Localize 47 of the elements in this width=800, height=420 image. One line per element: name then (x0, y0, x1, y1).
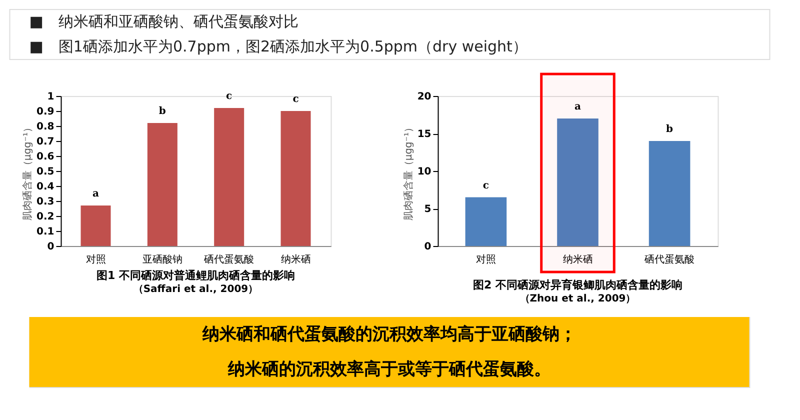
y-tick-label: 10 (417, 166, 432, 178)
y-tick-label: 0.7 (36, 136, 54, 148)
text: ■ 图1硒添加水平为0.7ppm，图2硒添加水平为0.5ppm（dry weight） (29, 38, 528, 56)
x-tick-label: 纳米硒 (280, 254, 311, 266)
bar (465, 197, 507, 246)
text: 图2 不同硒源对异育银鲫肌肉硒含量的影响 (473, 278, 682, 292)
annotation: a (92, 188, 100, 200)
bar (147, 123, 178, 246)
bar (280, 111, 311, 246)
y-tick-label: 0.1 (36, 226, 54, 238)
x-tick-label: 对照 (86, 254, 106, 266)
text: 图1 不同硒源对普通鲤肌肉硒含量的影响 (96, 269, 295, 282)
annotation: b (158, 106, 166, 117)
y-tick-label: 20 (417, 92, 432, 102)
text: （Zhou et al., 2009） (520, 293, 636, 304)
y-tick-label: 0.2 (36, 212, 54, 222)
y-tick-label: 5 (424, 204, 432, 215)
y-tick-label: 0 (47, 242, 54, 252)
x-tick-label: 亚硒酸钠 (142, 254, 182, 266)
bar (648, 141, 690, 246)
y-tick-label: 0.5 (36, 166, 54, 178)
x-tick-label: 对照 (476, 254, 496, 266)
y-tick-label: 0.9 (36, 106, 54, 118)
bar (557, 118, 598, 246)
y-tick-label: 0.4 (36, 182, 54, 192)
annotation: c (226, 91, 232, 102)
y-tick-label: 0 (424, 242, 432, 252)
y-axis-title: 肌肉硒含量（μgg⁻¹） (22, 122, 34, 221)
annotation: b (666, 124, 674, 135)
y-tick-label: 1 (47, 92, 54, 102)
text: 纳米硒和硒代蛋氨酸的沉积效率均高于亚硒酸钠； (201, 324, 576, 344)
annotation: c (292, 94, 299, 105)
annotation: c (482, 180, 489, 192)
y-tick-label: 0.8 (36, 122, 54, 132)
x-tick-label: 纳米硒 (562, 254, 593, 266)
x-tick-label: 硒代蛋氨酸 (644, 254, 695, 266)
y-tick-label: 0.6 (36, 152, 54, 162)
text: 纳米硒的沉积效率高于或等于硒代蛋氨酸。 (226, 360, 551, 380)
annotation: a (574, 102, 582, 112)
bar (80, 206, 111, 246)
y-tick-label: 15 (417, 129, 432, 140)
bar (214, 108, 244, 246)
x-tick-label: 硒代蛋氨酸 (203, 254, 254, 266)
text: ■ 纳米硒和亚硒酸钠、硒代蛋氨酸对比 (29, 12, 298, 30)
y-tick-label: 0.3 (36, 196, 54, 208)
text: （Saffari et al., 2009） (133, 284, 258, 295)
y-axis-title: 肌肉硒含量（μgg⁻¹） (402, 122, 414, 221)
